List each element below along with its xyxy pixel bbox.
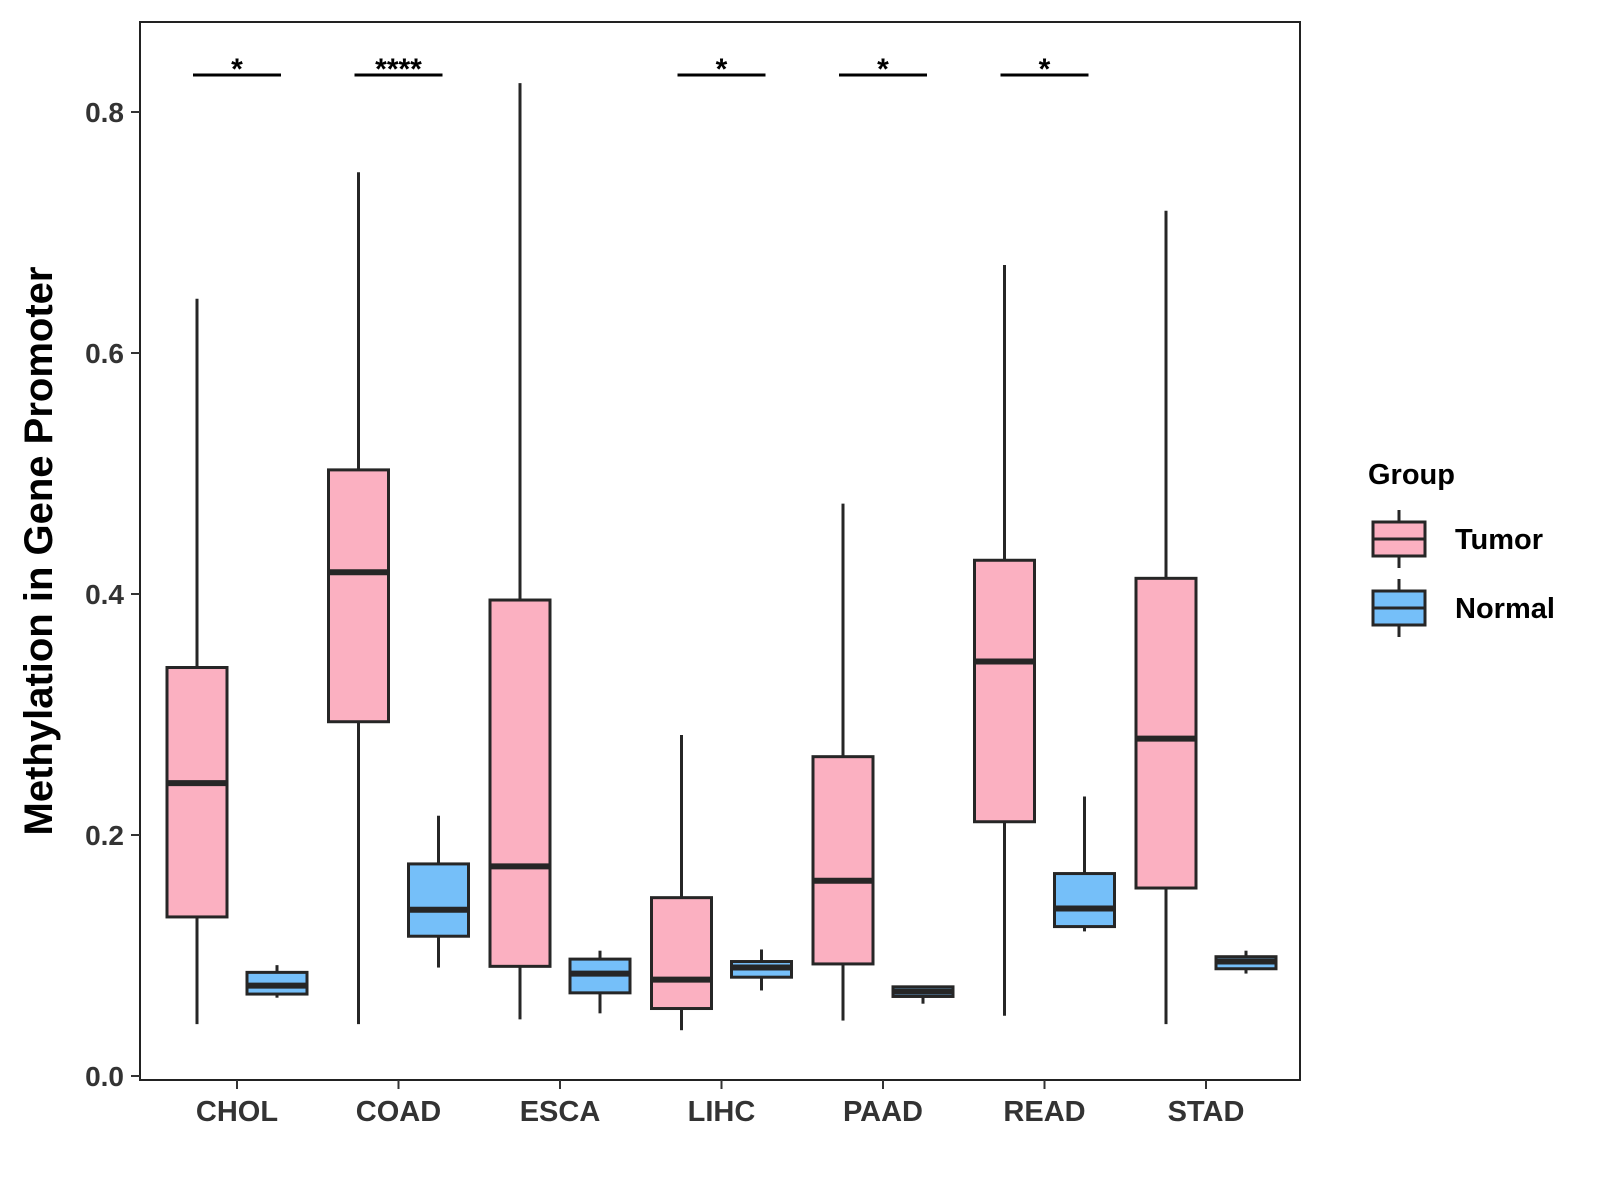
box-normal-read (1053, 796, 1116, 932)
x-axis: CHOL COAD ESCA LIHC PAAD READ STAD (196, 1080, 1244, 1128)
y-axis-title: Methylation in Gene Promoter (17, 267, 61, 836)
legend-item-normal: Normal (1371, 579, 1555, 637)
box-tumor-coad (327, 172, 390, 1025)
box-tumor-lihc (650, 734, 713, 1031)
y-tick-label: 0.0 (85, 1061, 124, 1092)
significance-label: * (877, 53, 889, 86)
box-iqr (650, 896, 713, 1011)
significance-label: **** (375, 53, 422, 86)
significance-label: * (716, 53, 728, 86)
legend-label: Tumor (1455, 524, 1543, 556)
box-iqr (1053, 872, 1116, 929)
legend-title: Group (1368, 459, 1455, 491)
x-tick-label: ESCA (520, 1096, 601, 1128)
box-normal-stad (1214, 950, 1278, 974)
box-iqr (973, 558, 1036, 824)
box-normal-coad (407, 815, 470, 968)
y-axis: 0.0 0.2 0.4 0.6 0.8 (85, 97, 140, 1092)
significance-label: * (1039, 53, 1051, 86)
x-tick-label: PAAD (843, 1096, 923, 1128)
x-tick-label: CHOL (196, 1096, 278, 1128)
box-iqr (407, 862, 470, 938)
y-tick-label: 0.6 (85, 338, 124, 369)
x-tick-label: STAD (1168, 1096, 1245, 1128)
significance-layer: * **** * * * (193, 53, 1089, 86)
box-normal-paad (891, 985, 955, 1004)
boxes-layer (165, 83, 1278, 1031)
box-normal-chol (245, 965, 309, 998)
box-tumor-paad (811, 503, 875, 1021)
box-tumor-stad (1134, 210, 1198, 1025)
box-tumor-chol (165, 298, 229, 1025)
box-iqr (488, 598, 552, 968)
box-tumor-esca (488, 83, 552, 1020)
y-tick-label: 0.2 (85, 820, 124, 851)
legend-items: Tumor Normal (1371, 510, 1555, 637)
box-normal-lihc (730, 949, 793, 991)
plot-panel-border (139, 21, 1301, 1081)
box-iqr (811, 755, 875, 966)
significance-label: * (231, 53, 243, 86)
x-tick-label: COAD (356, 1096, 441, 1128)
legend-label: Normal (1455, 593, 1555, 625)
box-normal-esca (568, 950, 632, 1014)
y-tick-label: 0.4 (85, 579, 124, 610)
legend-item-tumor: Tumor (1371, 510, 1543, 568)
box-iqr (165, 666, 229, 919)
y-tick-label: 0.8 (85, 97, 124, 128)
legend: Group Tumor Normal (1368, 459, 1555, 637)
box-iqr (327, 468, 390, 724)
box-tumor-read (973, 265, 1036, 1016)
x-tick-label: READ (1003, 1096, 1085, 1128)
box-iqr (1134, 576, 1198, 890)
x-tick-label: LIHC (688, 1096, 756, 1128)
